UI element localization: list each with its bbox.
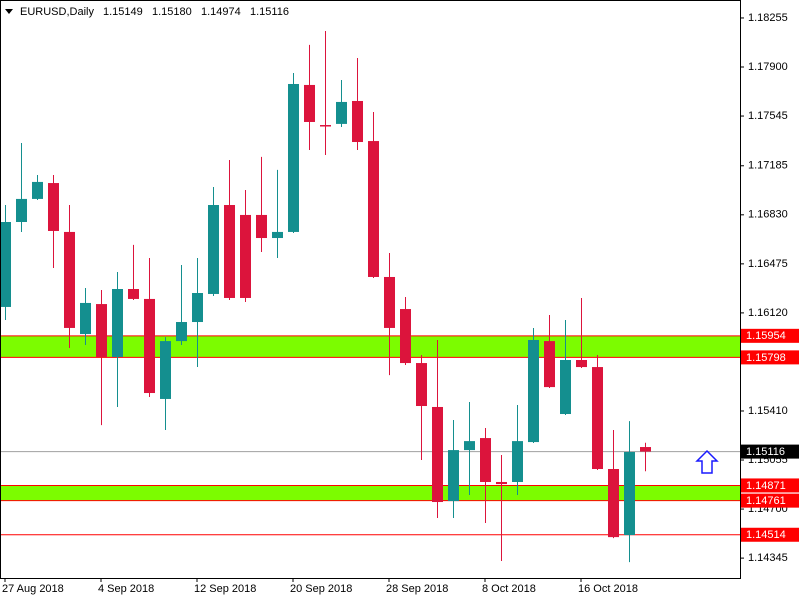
price-tag: [741, 350, 799, 365]
candle-body: [80, 302, 91, 335]
candle-body: [608, 469, 619, 538]
candle-body: [368, 141, 379, 277]
buy-arrow-icon: [695, 449, 719, 474]
candle-body: [480, 438, 491, 482]
candle-body: [512, 441, 523, 482]
candle-body: [32, 181, 43, 199]
candle-body: [96, 304, 107, 357]
candle-body: [208, 205, 219, 294]
price-tag: [741, 444, 799, 459]
price-tag-label: 1.15798: [746, 352, 786, 364]
y-tick-label: 1.16830: [748, 209, 788, 221]
candle-body: [160, 341, 171, 399]
price-tag: [741, 328, 799, 343]
x-tick-label: 16 Oct 2018: [578, 583, 638, 595]
price-tag: [741, 493, 799, 508]
price-tag-label: 1.14871: [746, 480, 786, 492]
header-low: 1.14974: [201, 6, 241, 18]
candle-body: [336, 101, 347, 124]
header-open: 1.15149: [103, 6, 143, 18]
candle-body: [448, 450, 459, 502]
y-tick-label: 1.15410: [748, 405, 788, 417]
y-tick-label: 1.17185: [748, 160, 788, 172]
candle-body: [240, 214, 251, 298]
candle-body: [272, 231, 283, 239]
candle-body: [640, 447, 651, 452]
candle-body: [144, 298, 155, 394]
x-tick-label: 12 Sep 2018: [194, 583, 256, 595]
y-tick-label: 1.17545: [748, 110, 788, 122]
candle-body: [288, 83, 299, 232]
y-tick-label: 1.16120: [748, 307, 788, 319]
candle-body: [464, 441, 475, 451]
candle-body: [176, 322, 187, 342]
x-tick-label: 20 Sep 2018: [290, 583, 352, 595]
candle-body: [48, 183, 59, 231]
x-tick-label: 27 Aug 2018: [2, 583, 64, 595]
price-tag-label: 1.15116: [746, 446, 785, 458]
chart-title: EURUSD,Daily: [20, 6, 94, 18]
candle-body: [528, 339, 539, 443]
candle-body: [304, 84, 315, 122]
candle-body: [560, 360, 571, 415]
candle-body: [592, 367, 603, 470]
price-tag: [741, 527, 799, 542]
candle-body: [112, 289, 123, 357]
candle-body: [416, 363, 427, 407]
candle-body: [384, 276, 395, 328]
x-tick-label: 4 Sep 2018: [98, 583, 154, 595]
y-tick-label: 1.18255: [748, 12, 788, 24]
candle-body: [128, 289, 139, 299]
candle-body: [64, 231, 75, 328]
candle-body: [624, 452, 635, 536]
candle-body: [320, 125, 331, 127]
y-tick-label: 1.16475: [748, 258, 788, 270]
candle-body: [0, 221, 11, 307]
candle-body: [256, 214, 267, 239]
header-close: 1.15116: [250, 6, 289, 18]
y-tick-label: 1.17900: [748, 61, 788, 73]
x-tick-label: 28 Sep 2018: [386, 583, 448, 595]
candle-body: [576, 360, 587, 368]
y-tick-label: 1.14345: [748, 552, 788, 564]
candle-body: [544, 341, 555, 388]
price-tag-label: 1.14761: [746, 495, 786, 507]
candle-body: [224, 205, 235, 298]
candle-body: [496, 481, 507, 485]
price-tag-label: 1.14514: [746, 529, 786, 541]
x-tick-label: 8 Oct 2018: [482, 583, 536, 595]
menu-arrow[interactable]: [5, 9, 13, 14]
candle-body: [432, 406, 443, 503]
candle-body: [192, 293, 203, 323]
plot-frame: [0, 0, 741, 579]
header-high: 1.15180: [152, 6, 192, 18]
price-tag: [741, 478, 799, 493]
candle-body: [400, 309, 411, 364]
zone: [0, 335, 740, 358]
price-tag-label: 1.15954: [746, 330, 786, 342]
candle-body: [352, 100, 363, 143]
zone: [0, 485, 740, 501]
candle-body: [16, 198, 27, 222]
